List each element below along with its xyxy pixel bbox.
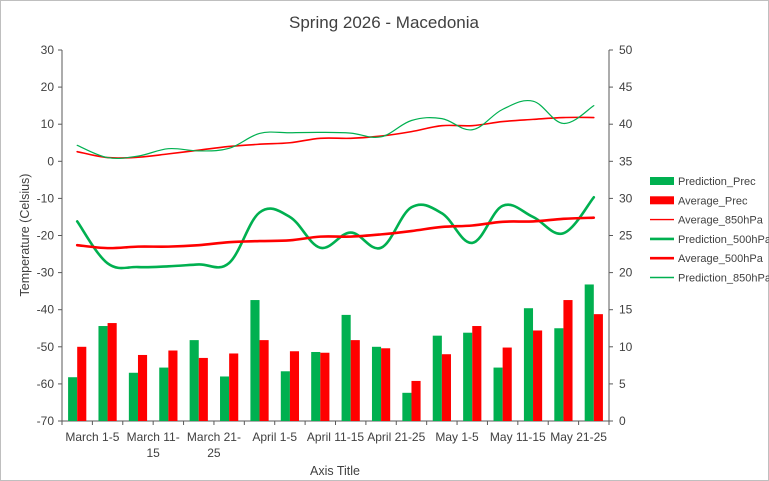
left-tick-label: 30 <box>41 43 55 57</box>
right-tick-label: 10 <box>619 340 633 354</box>
bar-average-prec <box>502 347 512 421</box>
x-category-label: April 21-25 <box>367 430 425 444</box>
left-tick-label: -10 <box>37 191 55 205</box>
bar-prediction-prec <box>493 367 503 421</box>
bar-prediction-prec <box>432 335 442 421</box>
bar-prediction-prec <box>341 314 351 421</box>
bar-prediction-prec <box>68 377 78 421</box>
line-average-500hpa <box>75 216 596 250</box>
x-category-label: May 21-25 <box>550 430 607 444</box>
left-tick-label: -30 <box>37 266 55 280</box>
legend-prediction-prec-swatch <box>650 177 674 185</box>
bar-prediction-prec <box>280 371 290 421</box>
bar-average-prec <box>198 357 208 421</box>
right-tick-label: 40 <box>619 117 633 131</box>
left-tick-label: -50 <box>37 340 55 354</box>
bar-average-prec <box>229 353 239 421</box>
bar-prediction-prec <box>159 367 169 421</box>
y-axis-title: Temperature (Celsius) <box>18 174 32 297</box>
left-tick-label: 20 <box>41 80 55 94</box>
bar-prediction-prec <box>189 340 199 421</box>
x-category-label: May 11-15 <box>490 430 546 444</box>
legend-prediction-500hpa-label: Prediction_500hPa <box>678 234 769 246</box>
right-tick-label: 5 <box>619 377 626 391</box>
bar-average-prec <box>593 314 603 421</box>
line-series-group <box>75 100 596 270</box>
bar-prediction-prec <box>311 351 321 421</box>
legend-prediction-prec-label: Prediction_Prec <box>678 176 756 188</box>
bar-average-prec <box>411 380 421 421</box>
bar-prediction-prec <box>584 284 594 421</box>
right-tick-label: 15 <box>619 303 633 317</box>
bar-average-prec <box>168 350 178 421</box>
bar-prediction-prec <box>98 326 108 421</box>
bar-prediction-prec <box>250 300 260 421</box>
left-tick-label: 0 <box>47 154 54 168</box>
x-axis-title: Axis Title <box>310 464 360 478</box>
right-tick-label: 35 <box>619 154 633 168</box>
bar-average-prec <box>289 351 300 421</box>
bar-prediction-prec <box>220 376 230 421</box>
legend-prediction-850hpa-label: Prediction_850hPa <box>678 273 769 285</box>
bar-average-prec <box>381 348 391 421</box>
bar-average-prec <box>472 326 482 421</box>
x-category-label: March 1-5 <box>65 430 119 444</box>
bar-average-prec <box>107 323 117 421</box>
bar-prediction-prec <box>463 332 473 421</box>
right-tick-label: 20 <box>619 266 633 280</box>
tick-labels: -70 -60 -50 -40 -30 -20 -10 0 10 20 30 0 5 10 15 20 25 30… <box>37 43 633 460</box>
right-tick-label: 45 <box>619 80 633 94</box>
left-tick-label: 10 <box>41 117 55 131</box>
legend-average-prec-swatch <box>650 196 674 205</box>
bar-average-prec <box>77 346 87 421</box>
chart-title: Spring 2026 - Macedonia <box>289 13 480 32</box>
right-tick-label: 25 <box>619 229 633 243</box>
axes <box>58 49 613 425</box>
x-category-label: March 21- <box>187 430 241 444</box>
bar-prediction-prec <box>128 372 138 421</box>
x-category-label: May 1-5 <box>435 430 479 444</box>
left-tick-label: -20 <box>37 229 55 243</box>
x-category-label: April 11-15 <box>307 430 364 444</box>
bar-average-prec <box>259 340 269 421</box>
bar-prediction-prec <box>523 308 534 421</box>
left-tick-label: -70 <box>37 414 55 428</box>
legend-average-850hpa-label: Average_850hPa <box>678 215 764 227</box>
bar-average-prec <box>350 340 360 421</box>
bar-average-prec <box>137 354 148 421</box>
x-category-label: 15 <box>146 446 160 460</box>
bar-prediction-prec <box>402 392 412 421</box>
bar-series-group <box>68 284 603 421</box>
right-tick-label: 50 <box>619 43 633 57</box>
right-tick-label: 30 <box>619 191 633 205</box>
x-category-label: April 1-5 <box>252 430 297 444</box>
line-prediction-850hpa <box>76 100 595 160</box>
right-tick-label: 0 <box>619 414 626 428</box>
left-tick-label: -40 <box>37 303 55 317</box>
legend-average-500hpa-label: Average_500hPa <box>678 253 764 265</box>
x-category-label: 25 <box>207 446 221 460</box>
bar-average-prec <box>441 354 451 421</box>
bar-prediction-prec <box>371 346 382 421</box>
x-category-label: March 11- <box>127 430 180 444</box>
bar-average-prec <box>563 300 573 421</box>
bar-average-prec <box>533 330 543 421</box>
legend: Prediction_Prec Average_Prec Average_850hP… <box>650 176 769 285</box>
legend-average-prec-label: Average_Prec <box>678 195 748 207</box>
line-average-850hpa <box>76 116 595 159</box>
bar-average-prec <box>320 352 330 421</box>
bar-prediction-prec <box>554 328 564 421</box>
left-tick-label: -60 <box>37 377 55 391</box>
line-prediction-500hpa <box>75 195 596 270</box>
